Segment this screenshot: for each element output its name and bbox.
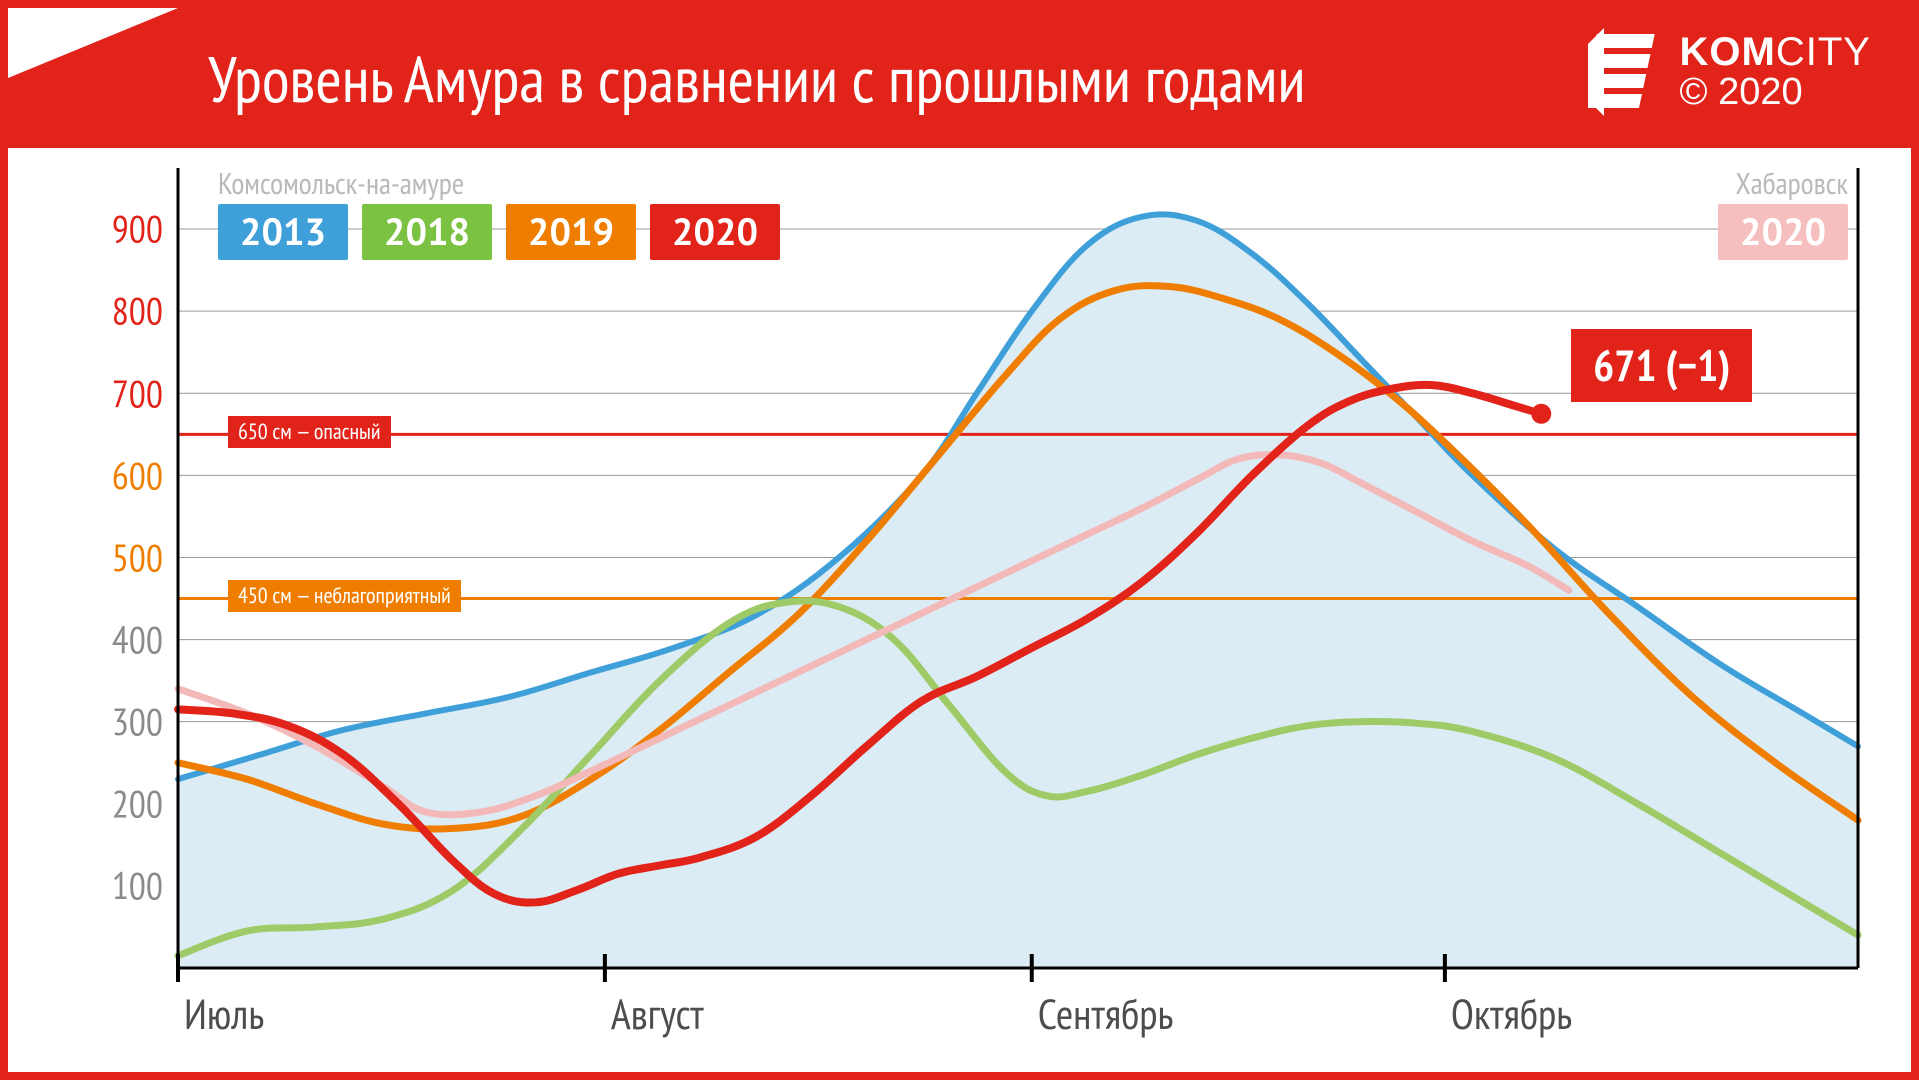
- chart-area: 100 200 300 400 500 600 700 800 900 Июль Август Сен…: [8, 148, 1911, 1072]
- x-tick-label: Июль: [184, 986, 264, 1041]
- legend-item: 2019: [506, 204, 636, 260]
- y-tick-label: 500: [63, 533, 163, 582]
- threshold-label: 450 см — неблагоприятный: [228, 580, 461, 612]
- y-tick-label: 700: [63, 369, 163, 418]
- x-tick-label: Сентябрь: [1038, 986, 1174, 1041]
- y-tick-label: 300: [63, 697, 163, 746]
- y-tick-label: 200: [63, 779, 163, 828]
- y-tick-label: 400: [63, 615, 163, 664]
- y-tick-label: 800: [63, 286, 163, 335]
- header-notch: [8, 8, 178, 148]
- legend-left: 2013201820192020: [218, 204, 780, 260]
- callout-badge: 671 (−1): [1571, 329, 1752, 402]
- brand-name: KOMCITY: [1680, 31, 1871, 73]
- legend-item: 2013: [218, 204, 348, 260]
- legend-item: 2020: [650, 204, 780, 260]
- y-tick-label: 900: [63, 204, 163, 253]
- x-tick-label: Август: [611, 986, 704, 1041]
- newspaper-icon: [1588, 28, 1666, 116]
- legend-item: 2020: [1718, 204, 1848, 260]
- brand-bold: KOM: [1680, 30, 1776, 74]
- copyright: © 2020: [1680, 73, 1871, 113]
- y-tick-label: 600: [63, 451, 163, 500]
- page-title: Уровень Амура в сравнении с прошлыми год…: [208, 37, 1306, 120]
- brand-logo: KOMCITY © 2020: [1588, 28, 1871, 116]
- brand-thin: CITY: [1776, 30, 1871, 74]
- legend-caption-right: Хабаровск: [1736, 164, 1848, 203]
- header-bar: Уровень Амура в сравнении с прошлыми год…: [8, 8, 1911, 148]
- legend-item: 2018: [362, 204, 492, 260]
- infographic-frame: Уровень Амура в сравнении с прошлыми год…: [0, 0, 1919, 1080]
- y-tick-label: 100: [63, 861, 163, 910]
- threshold-label: 650 см — опасный: [228, 416, 391, 448]
- legend-caption-left: Комсомольск-на-амуре: [218, 164, 464, 203]
- legend-right: 2020: [1718, 204, 1848, 260]
- x-tick-label: Октябрь: [1451, 986, 1572, 1041]
